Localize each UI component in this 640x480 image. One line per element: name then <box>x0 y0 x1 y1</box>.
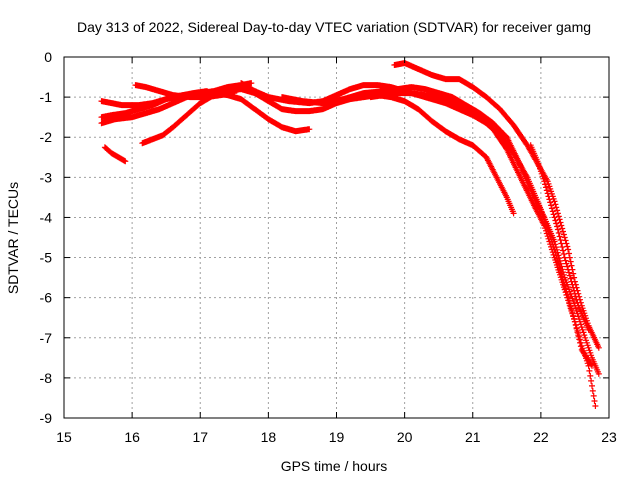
x-tick-label: 23 <box>601 429 617 445</box>
series-arc-12 <box>527 142 592 333</box>
data-point-markers <box>132 82 238 101</box>
y-tick-label: -9 <box>40 410 53 426</box>
y-tick-label: -1 <box>40 89 53 105</box>
y-tick-label: -8 <box>40 370 53 386</box>
x-tick-label: 17 <box>192 429 208 445</box>
series-arc-4 <box>101 144 129 165</box>
x-axis-label: GPS time / hours <box>281 458 388 474</box>
series-arc-6 <box>132 82 238 101</box>
x-tick-label: 15 <box>56 429 72 445</box>
x-tick-label: 19 <box>329 429 345 445</box>
y-tick-label: -4 <box>40 209 53 225</box>
y-tick-label: -5 <box>40 250 53 266</box>
series-arc-9 <box>279 84 602 377</box>
y-tick-label: 0 <box>44 49 52 65</box>
data-point-markers <box>279 84 602 377</box>
y-tick-label: -6 <box>40 290 53 306</box>
chart-title: Day 313 of 2022, Sidereal Day-to-day VTE… <box>77 19 591 35</box>
series-arc-10 <box>367 90 599 409</box>
x-tick-label: 16 <box>124 429 140 445</box>
x-tick-label: 20 <box>397 429 413 445</box>
y-axis-label: SDTVAR / TECUs <box>5 182 21 294</box>
y-tick-label: -2 <box>40 129 53 145</box>
data-point-markers <box>367 90 599 409</box>
x-tick-label: 18 <box>261 429 277 445</box>
data-point-markers <box>101 144 129 165</box>
y-tick-label: -7 <box>40 330 53 346</box>
ticks: 15 16 17 18 19 20 21 22 23 0 -1 -2 -3 -4 -5 -6 -7 -8 -9 <box>40 49 617 445</box>
y-tick-label: -3 <box>40 169 53 185</box>
x-tick-label: 22 <box>533 429 549 445</box>
x-tick-label: 21 <box>465 429 481 445</box>
data-point-markers <box>527 142 592 333</box>
data-layer <box>98 60 602 409</box>
